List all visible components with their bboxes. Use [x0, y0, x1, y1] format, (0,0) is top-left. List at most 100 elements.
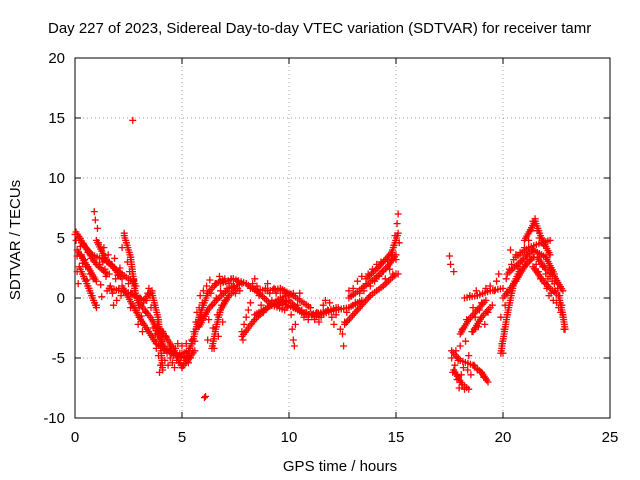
data-points — [71, 116, 569, 402]
data-point — [206, 276, 214, 284]
data-point — [319, 301, 327, 309]
chart-title: Day 227 of 2023, Sidereal Day-to-day VTE… — [48, 20, 591, 37]
data-point — [394, 229, 402, 237]
data-point — [110, 301, 118, 309]
data-point — [94, 262, 102, 270]
data-point — [74, 280, 82, 288]
data-point — [246, 299, 254, 307]
data-point — [481, 320, 489, 328]
data-point — [112, 275, 120, 283]
tick-labels: 0 5 10 15 20 25 -10 -5 0 5 10 15 20 — [43, 50, 618, 446]
data-point — [97, 281, 105, 289]
data-point — [339, 330, 346, 338]
data-point — [138, 328, 146, 336]
data-point — [129, 116, 137, 124]
data-point — [448, 354, 456, 362]
data-point — [467, 371, 475, 379]
data-point — [499, 284, 507, 292]
data-point — [340, 342, 348, 350]
data-point — [456, 342, 464, 350]
data-point — [546, 251, 554, 259]
data-point — [353, 306, 361, 314]
ticks — [74, 57, 611, 419]
data-point — [171, 364, 179, 372]
data-point — [392, 251, 400, 259]
y-tick-label: 15 — [48, 110, 65, 127]
data-point — [469, 304, 477, 312]
data-point — [242, 313, 250, 321]
data-point — [502, 275, 510, 283]
data-point — [296, 289, 304, 297]
data-point — [93, 224, 101, 232]
data-point — [288, 325, 296, 333]
data-point — [174, 340, 182, 348]
data-point — [345, 287, 353, 295]
data-point — [257, 301, 265, 309]
data-point — [251, 275, 259, 283]
data-point — [472, 287, 480, 295]
data-point — [455, 384, 463, 392]
data-point — [493, 277, 501, 285]
data-point — [100, 244, 108, 252]
data-point — [559, 287, 567, 295]
data-point — [215, 272, 223, 280]
data-point — [98, 293, 106, 301]
data-point — [392, 270, 400, 278]
data-point — [199, 287, 207, 295]
data-point — [281, 306, 289, 314]
y-tick-label: 20 — [48, 50, 65, 67]
data-point — [203, 282, 211, 290]
data-point — [462, 337, 470, 345]
y-tick-label: 5 — [57, 230, 65, 247]
data-point — [202, 392, 210, 400]
data-point — [178, 342, 186, 350]
data-point — [103, 270, 111, 278]
data-point — [205, 316, 213, 324]
data-point — [497, 313, 505, 321]
data-point — [394, 210, 402, 218]
data-point — [450, 268, 458, 276]
data-point — [290, 342, 298, 350]
data-point — [321, 296, 329, 304]
data-point — [546, 236, 554, 244]
data-point — [358, 272, 366, 280]
data-point — [240, 320, 248, 328]
x-tick-label: 15 — [388, 429, 405, 446]
data-point — [113, 296, 121, 304]
data-point — [234, 284, 242, 292]
data-point — [134, 320, 142, 328]
x-tick-label: 25 — [602, 429, 619, 446]
data-point — [90, 208, 98, 216]
x-tick-label: 5 — [178, 429, 186, 446]
x-axis-label: GPS time / hours — [283, 458, 397, 475]
data-point — [451, 361, 459, 369]
data-point — [272, 289, 280, 297]
data-point — [484, 378, 492, 386]
data-point — [362, 297, 370, 305]
y-tick-label: -5 — [52, 350, 65, 367]
x-tick-label: 20 — [495, 429, 512, 446]
x-tick-label: 0 — [71, 429, 79, 446]
data-point — [495, 270, 503, 278]
data-point — [101, 268, 109, 276]
y-tick-label: 10 — [48, 170, 65, 187]
data-point — [108, 289, 116, 297]
data-point — [306, 304, 314, 312]
data-point — [264, 280, 272, 288]
data-point — [465, 385, 473, 393]
data-point — [200, 394, 208, 402]
grid — [75, 58, 610, 418]
data-point — [92, 277, 100, 285]
data-point — [287, 311, 295, 319]
data-point — [92, 304, 100, 312]
data-point — [111, 254, 119, 262]
data-point — [291, 320, 299, 328]
y-tick-label: 0 — [57, 290, 65, 307]
data-point — [353, 277, 361, 285]
data-point — [482, 296, 490, 304]
data-point — [561, 325, 569, 333]
data-point — [506, 246, 514, 254]
data-point — [393, 220, 401, 228]
data-point — [196, 292, 204, 300]
data-point — [159, 366, 167, 374]
